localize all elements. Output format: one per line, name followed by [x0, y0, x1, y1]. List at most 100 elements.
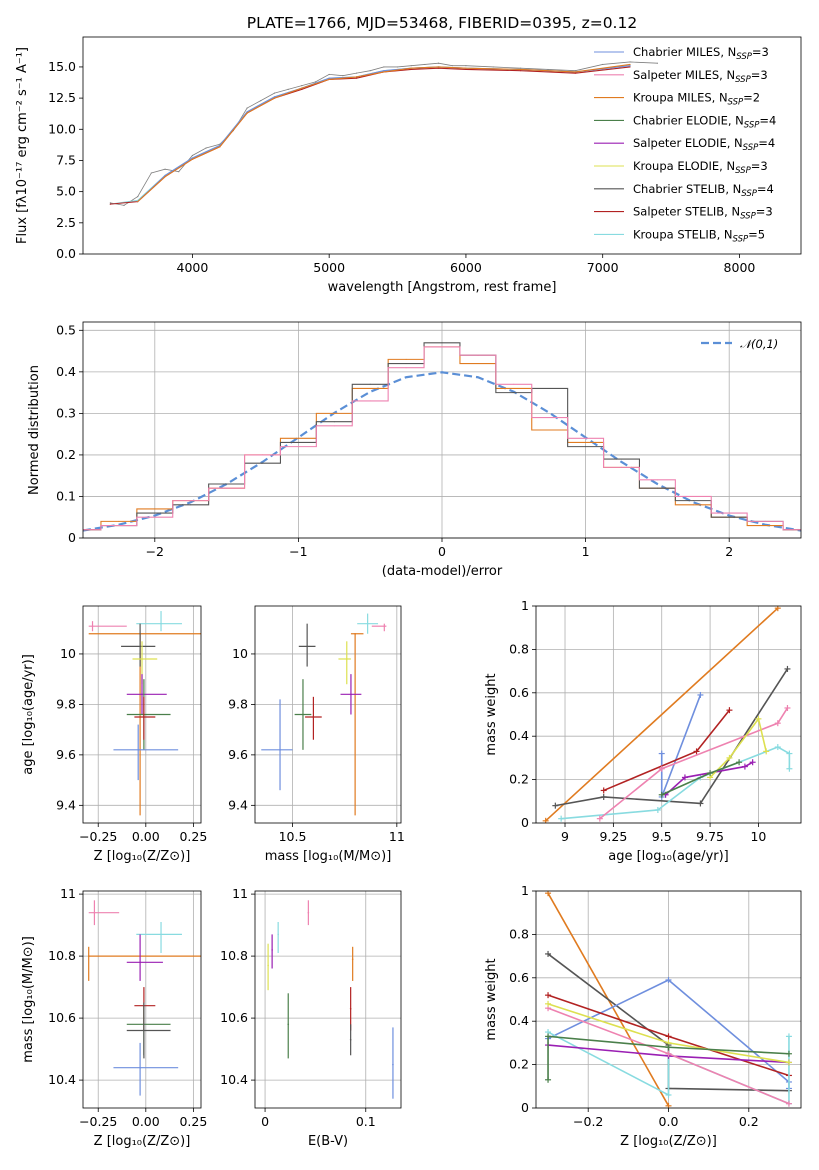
y-axis-label: mass weight [484, 673, 499, 755]
data-point [139, 1066, 141, 1069]
x-tick-label: 1 [582, 544, 590, 559]
gaussian-curve [83, 371, 801, 532]
spectrum-point [246, 112, 248, 114]
axes-frame [254, 605, 402, 824]
histogram-bin [369, 400, 371, 402]
y-tick-label: 10.4 [220, 1072, 248, 1087]
histogram-bin [226, 483, 228, 485]
x-tick-label: 0.2 [739, 1114, 759, 1129]
plot-area [87, 900, 201, 1096]
spectrum-point [355, 72, 358, 74]
axes-frame [535, 605, 802, 824]
spectrum-point [656, 62, 659, 64]
x-tick-label: −1 [289, 544, 307, 559]
axes-frame [82, 321, 802, 539]
x-tick-label: 0 [261, 1114, 269, 1129]
histogram-bin [692, 500, 694, 502]
histogram-bin [154, 516, 156, 518]
y-tick-label: 0.4 [56, 364, 76, 379]
data-point [350, 693, 352, 696]
spectrum-series-line [137, 63, 631, 203]
spectrum-legend: Chabrier MILES, NSSP=3 Salpeter MILES, NS… [594, 45, 776, 244]
spectrum-point [520, 67, 522, 69]
spectrum-point [314, 81, 317, 83]
x-axis-label: Z [log₁₀(Z/Z⊙)] [94, 849, 191, 864]
x-tick-label: 7000 [587, 260, 619, 275]
histogram-bin [118, 520, 120, 522]
y-axis-label: mass weight [484, 958, 499, 1040]
histogram-bin [297, 437, 299, 439]
spectrum-point [191, 157, 194, 159]
y-tick-label: 10.6 [48, 1010, 76, 1025]
spectrum-point [629, 65, 631, 67]
spectrum-series-line [137, 65, 631, 203]
x-axis-label: wavelength [Angstrom, rest frame] [328, 280, 557, 295]
spectrum-series-line [110, 65, 631, 205]
y-tick-label: 0.6 [509, 685, 529, 700]
x-tick-label: 0.25 [179, 829, 207, 844]
legend-entry: 𝒩(0,1) [740, 337, 778, 351]
spectrum-point [342, 75, 344, 77]
y-tick-label: 0.1 [56, 488, 76, 503]
y-tick-label: 10 [60, 646, 76, 661]
histogram-bin [656, 487, 658, 489]
data-point [354, 632, 356, 635]
spectrum-point [574, 72, 576, 74]
data-point [345, 658, 348, 660]
histogram-bin [297, 441, 299, 443]
spectrum-point [219, 146, 221, 148]
spectrum-point [273, 96, 276, 98]
y-tick-label: 0.2 [56, 447, 76, 462]
y-tick-label: 10.4 [48, 1072, 76, 1087]
x-axis-label: (data-model)/error [382, 564, 503, 579]
y-tick-label: 11 [232, 886, 248, 901]
spectrum-point [164, 174, 166, 177]
data-point [277, 933, 279, 936]
y-tick-label: 9.6 [56, 747, 76, 762]
x-tick-label: 0.00 [132, 829, 160, 844]
spectrum-point [602, 63, 604, 66]
histogram-bin [262, 462, 263, 464]
data-point [271, 949, 273, 951]
spectrum-point [465, 65, 467, 67]
spectrum-point [492, 66, 494, 68]
histogram-bin [728, 512, 730, 514]
histogram-bin [477, 363, 479, 365]
spectrum-point [547, 68, 549, 71]
spectrum-point [301, 88, 303, 90]
y-tick-label: 0 [68, 530, 76, 545]
spectrum-point [520, 68, 522, 71]
spectrum-series-line [110, 66, 631, 205]
x-tick-label: −0.25 [79, 829, 117, 844]
spectrum-point [520, 70, 522, 72]
panel-3: 10.5 11 9.4 9.6 9.8 10 mass [log₁₀(M/M⊙)] [228, 605, 405, 864]
histogram-bin [369, 387, 371, 389]
y-tick-label: 9.4 [228, 797, 248, 812]
histogram-bin [154, 508, 156, 510]
legend-entry: Salpeter MILES, NSSP=3 [633, 68, 768, 85]
data-point [279, 749, 281, 751]
y-tick-label: 0 [521, 815, 529, 830]
x-axis-label: Z [log₁₀(Z/Z⊙)] [620, 1134, 717, 1149]
data-point [302, 713, 304, 716]
data-point [349, 1039, 352, 1041]
axes-frame [535, 890, 802, 1109]
y-tick-label: 9.6 [228, 747, 248, 762]
histogram-bin [333, 412, 335, 414]
legend-entry: Chabrier STELIB, NSSP=4 [633, 182, 774, 199]
spectrum-point [465, 68, 467, 71]
y-tick-label: 7.5 [56, 152, 76, 167]
histogram-bin [118, 525, 120, 527]
histogram-bin [333, 425, 335, 427]
x-tick-label: 6000 [450, 260, 482, 275]
x-axis-label: E(B-V) [308, 1134, 348, 1149]
spectrum-point [328, 77, 330, 79]
spectrum-point [246, 107, 248, 109]
spectrum-point [355, 76, 358, 78]
spectrum-point [164, 168, 166, 170]
spectrum-point [383, 66, 385, 68]
y-tick-label: 1 [521, 883, 529, 898]
panel-7: −0.2 0.0 0.2 0 0.2 0.4 0.6 0.8 1 Z [log₁₀(Z/Z⊙)] m… [484, 883, 802, 1149]
spectrum-point [328, 78, 330, 81]
